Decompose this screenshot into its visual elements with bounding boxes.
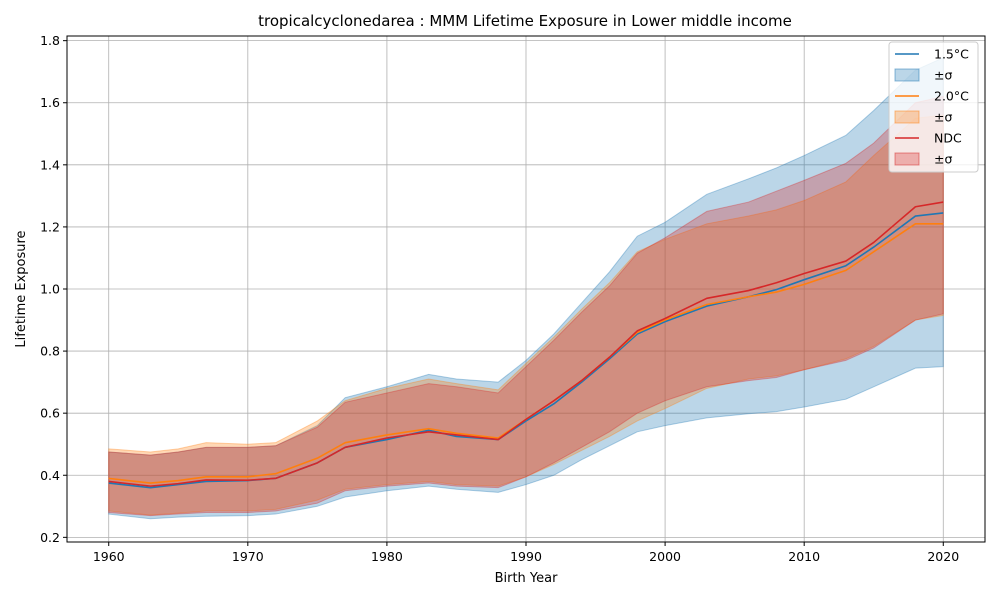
legend: 1.5°C ±σ 2.0°C ±σ NDC ±σ: [888, 41, 979, 173]
y-tick-label: 1.0: [40, 282, 60, 297]
x-tick-label: 1980: [371, 549, 403, 564]
legend-label-1-5-c: 1.5°C: [934, 47, 969, 62]
legend-band-label-1-5-c: ±σ: [934, 68, 952, 83]
y-tick-label: 0.2: [40, 530, 60, 545]
y-tick-label: 0.8: [40, 344, 60, 359]
y-tick-label: 0.6: [40, 406, 60, 421]
line-ndc: [108, 201, 944, 487]
series-lines: [108, 201, 944, 489]
legend-band-swatch-2-0-c: [894, 110, 920, 124]
x-tick-label: 1990: [510, 549, 542, 564]
ticks: 1960 1970 1980 1990 2000 2010 2020 0.2 0.4 0.6 0.8…: [40, 33, 959, 564]
band-ndc: [108, 95, 944, 517]
legend-band-swatch-1-5-c: [894, 68, 920, 82]
legend-band-label-ndc: ±σ: [934, 152, 952, 167]
bands: [108, 56, 944, 520]
x-tick-label: 1960: [93, 549, 125, 564]
y-tick-label: 1.2: [40, 219, 60, 234]
band-1-5-c: [108, 56, 944, 520]
band-2-0-c: [108, 114, 944, 516]
y-tick-label: 1.8: [40, 33, 60, 48]
legend-band-swatch-ndc: [894, 152, 920, 166]
y-axis-label: Lifetime Exposure: [14, 230, 29, 347]
y-tick-label: 1.4: [40, 157, 60, 172]
x-tick-label: 2020: [927, 549, 959, 564]
chart-title: tropicalcyclonedarea : MMM Lifetime Expo…: [258, 12, 792, 30]
legend-box: [888, 41, 979, 173]
legend-label-2-0-c: 2.0°C: [934, 89, 969, 104]
x-axis-label: Birth Year: [495, 571, 559, 586]
grid: [67, 36, 985, 542]
y-tick-label: 1.6: [40, 95, 60, 110]
x-tick-label: 1970: [232, 549, 264, 564]
y-tick-label: 0.4: [40, 468, 60, 483]
legend-band-label-2-0-c: ±σ: [934, 110, 952, 125]
x-tick-label: 2000: [649, 549, 681, 564]
x-tick-label: 2010: [788, 549, 820, 564]
legend-label-ndc: NDC: [934, 131, 962, 146]
